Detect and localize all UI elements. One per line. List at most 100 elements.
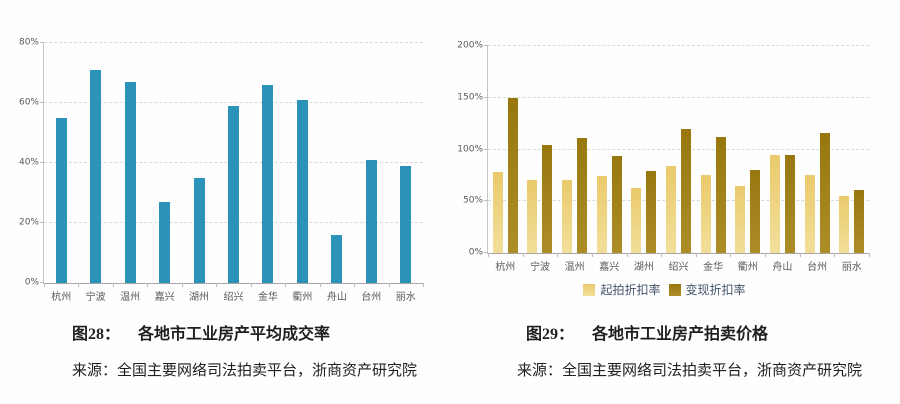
bar-金华 — [262, 85, 274, 283]
x-axis-tick — [78, 283, 80, 287]
x-axis-label: 嘉兴 — [154, 292, 175, 303]
x-axis-tick — [626, 253, 628, 257]
bar-舟山-起拍折扣率 — [769, 154, 780, 253]
bar-绍兴 — [227, 106, 239, 283]
x-axis-labels: 杭州 宁波 温州 嘉兴 湖州 绍兴 金华 衢州 舟山 台州 丽水 — [44, 288, 423, 303]
y-axis-label: 60% — [18, 97, 39, 108]
bar-杭州-起拍折扣率 — [492, 172, 503, 253]
x-axis-label: 金华 — [257, 292, 278, 303]
bar-衢州-起拍折扣率 — [735, 185, 746, 253]
y-axis-tick — [484, 45, 488, 46]
gridline — [488, 148, 869, 150]
figure-29-source: 来源：全国主要网络司法拍卖平台，浙商资产研究院 — [517, 363, 863, 379]
y-axis-label: 100% — [457, 144, 483, 154]
bar-湖州-起拍折扣率 — [631, 187, 642, 253]
category-group — [44, 43, 78, 283]
x-axis-tick — [285, 283, 287, 287]
bar-丽水 — [400, 166, 412, 283]
x-axis-tick — [695, 253, 697, 257]
y-axis-label: 200% — [457, 40, 483, 51]
y-axis-label: 150% — [457, 92, 483, 103]
x-axis-tick — [557, 253, 559, 257]
category-group — [251, 43, 285, 283]
x-axis-label: 杭州 — [51, 292, 72, 303]
x-axis-tick — [765, 253, 767, 257]
bar-宁波 — [90, 70, 102, 283]
category-group — [696, 46, 731, 253]
x-axis-tick — [522, 253, 524, 257]
bar-丽水-变现折扣率 — [854, 189, 865, 253]
figure-28-title: 各地市工业房产平均成交率 — [138, 326, 331, 343]
x-axis-label: 宁波 — [85, 292, 106, 303]
x-axis-labels: 杭州 宁波 温州 嘉兴 湖州 绍兴 金华 衢州 舟山 台州 丽水 — [488, 258, 869, 273]
y-axis-label: 50% — [462, 195, 483, 206]
bar-湖州 — [193, 178, 205, 283]
figure-28-caption: 图28： 各地市工业房产平均成交率 — [72, 325, 330, 345]
bar-金华-起拍折扣率 — [700, 175, 711, 253]
x-axis-label: 杭州 — [495, 262, 516, 273]
category-group — [113, 43, 147, 283]
x-axis-tick — [112, 283, 114, 287]
category-group — [523, 46, 558, 253]
bar-温州-变现折扣率 — [577, 138, 588, 253]
category-group — [488, 46, 523, 253]
x-axis-tick — [834, 253, 836, 257]
x-axis-label: 绍兴 — [223, 292, 244, 303]
category-group — [557, 46, 592, 253]
category-group — [765, 46, 800, 253]
x-axis-tick — [216, 283, 218, 287]
x-axis-label: 温州 — [564, 262, 585, 273]
x-axis-label: 衢州 — [292, 292, 313, 303]
y-axis-tick — [484, 252, 488, 253]
y-axis-tick — [484, 96, 488, 98]
x-axis-label: 丽水 — [395, 292, 416, 303]
category-group — [147, 43, 181, 283]
category-group — [285, 43, 319, 283]
x-axis-tick — [423, 283, 424, 287]
figure-28-source: 来源：全国主要网络司法拍卖平台，浙商资产研究院 — [72, 363, 418, 379]
bar-衢州-变现折扣率 — [750, 170, 761, 253]
x-axis-label: 宁波 — [529, 262, 550, 273]
bar-台州-变现折扣率 — [819, 132, 830, 253]
x-axis-tick — [488, 253, 489, 257]
bar-绍兴-起拍折扣率 — [666, 166, 677, 253]
bar-台州-起拍折扣率 — [804, 175, 815, 253]
category-group — [78, 43, 112, 283]
y-axis-tick — [484, 200, 488, 202]
bar-金华-变现折扣率 — [715, 137, 726, 253]
y-axis-label: 20% — [18, 217, 39, 228]
bars-area — [488, 46, 869, 253]
x-axis-tick — [661, 253, 663, 257]
category-group — [182, 43, 216, 283]
bar-绍兴-变现折扣率 — [681, 128, 692, 253]
bar-嘉兴-起拍折扣率 — [596, 176, 607, 253]
legend-item-起拍折扣率: 起拍折扣率 — [583, 281, 661, 298]
x-axis-label: 金华 — [703, 262, 724, 273]
legend-label-变现折扣率: 变现折扣率 — [685, 283, 746, 297]
bar-嘉兴-变现折扣率 — [611, 155, 622, 253]
x-axis-label: 嘉兴 — [599, 262, 620, 273]
bars-area — [44, 43, 423, 283]
x-axis-tick — [250, 283, 252, 287]
chart-28-plot: 0% 20% 40% 60% 80% 杭州 宁波 温州 嘉兴 湖州 绍兴 金华 衢州 舟山 台州 丽水 — [19, 38, 424, 303]
x-axis-tick — [354, 283, 356, 287]
y-axis-tick — [40, 42, 44, 43]
x-axis-label: 舟山 — [326, 292, 347, 303]
y-axis-label: 40% — [18, 157, 39, 168]
category-group — [661, 46, 696, 253]
bar-温州 — [124, 82, 136, 283]
x-axis-tick — [591, 253, 593, 257]
gridline — [44, 42, 423, 43]
gridline — [44, 102, 423, 103]
x-axis-tick — [869, 253, 870, 257]
chart-29-plot: 0% 50% 100% 150% 200% 杭州 宁波 温州 嘉兴 湖州 绍兴 金华 衢州 舟山 台州 丽水起… — [457, 41, 870, 297]
category-group — [730, 46, 765, 253]
x-axis-label: 湖州 — [633, 262, 654, 273]
bar-台州 — [365, 160, 377, 283]
y-axis-tick — [484, 148, 488, 150]
y-axis-tick — [40, 102, 44, 103]
x-axis-tick — [319, 283, 321, 287]
category-group — [834, 46, 869, 253]
x-axis-label: 衢州 — [737, 262, 758, 273]
